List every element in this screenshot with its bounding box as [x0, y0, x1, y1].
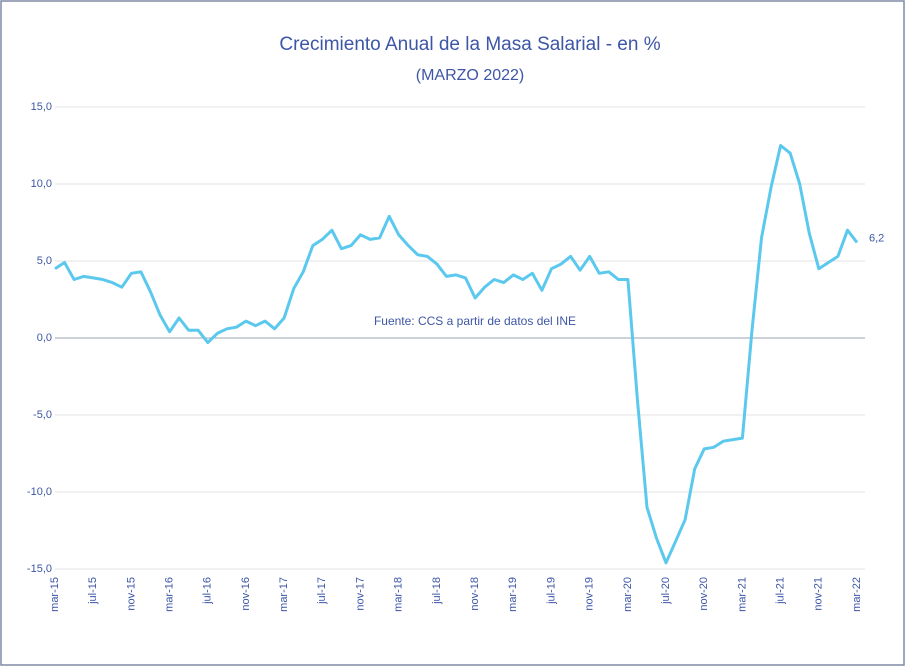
- x-tick-label: jul-16: [202, 577, 214, 605]
- y-tick-label: 15,0: [31, 101, 52, 113]
- x-tick-label: jul-17: [316, 577, 328, 605]
- chart-title: Crecimiento Anual de la Masa Salarial - …: [279, 34, 660, 55]
- x-tick-label: mar-17: [278, 577, 290, 612]
- y-tick-label: 0,0: [37, 332, 52, 344]
- y-tick-label: -5,0: [33, 409, 52, 421]
- x-tick-label: jul-18: [431, 577, 443, 605]
- x-tick-label: jul-15: [87, 577, 99, 605]
- y-tick-label: -10,0: [27, 486, 52, 498]
- x-tick-label: mar-15: [49, 577, 61, 612]
- annotation: Fuente: CCS a partir de datos del INE: [374, 314, 576, 328]
- x-tick-label: nov-21: [813, 577, 825, 611]
- x-tick-label: jul-20: [660, 577, 672, 605]
- y-tick-label: 5,0: [37, 255, 52, 267]
- x-tick-label: nov-15: [125, 577, 137, 611]
- x-tick-label: mar-19: [507, 577, 519, 612]
- x-tick-label: nov-17: [354, 577, 366, 611]
- x-tick-label: nov-16: [240, 577, 252, 611]
- x-tick-label: nov-19: [584, 577, 596, 611]
- x-tick-label: mar-21: [736, 577, 748, 612]
- x-tick-label: mar-20: [622, 577, 634, 612]
- x-tick-label: nov-18: [469, 577, 481, 611]
- y-tick-label: -15,0: [27, 563, 52, 575]
- x-tick-label: nov-20: [698, 577, 710, 611]
- series-line: [54, 144, 859, 565]
- value-label: 6,2: [869, 232, 884, 244]
- chart-subtitle: (MARZO 2022): [416, 67, 524, 84]
- x-tick-label: jul-19: [545, 577, 557, 605]
- x-tick-label: mar-18: [393, 577, 405, 612]
- x-tick-label: mar-22: [851, 577, 863, 612]
- x-tick-label: mar-16: [163, 577, 175, 612]
- y-tick-label: 10,0: [31, 178, 52, 190]
- x-tick-label: jul-21: [775, 577, 787, 605]
